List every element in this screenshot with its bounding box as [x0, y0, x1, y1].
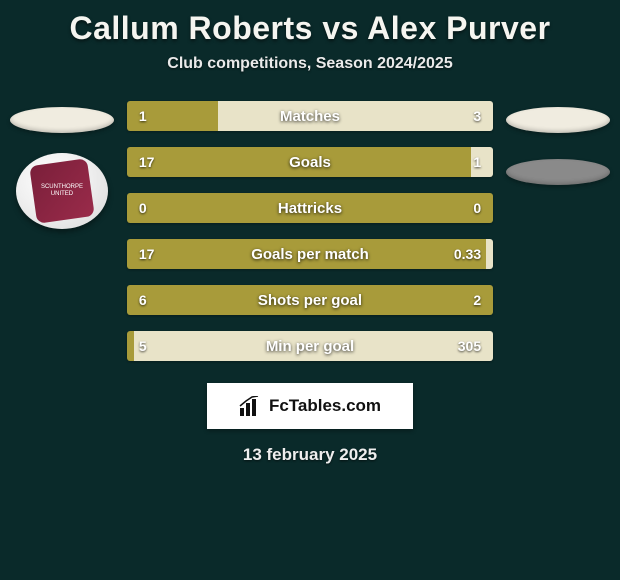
stat-bar-left-segment [127, 331, 134, 361]
comparison-infographic: Callum Roberts vs Alex Purver Club compe… [0, 0, 620, 580]
footer-brand-text: FcTables.com [269, 396, 381, 416]
stat-bar: 17Goals per match0.33 [127, 239, 493, 269]
stat-bar-left-segment [127, 239, 486, 269]
right-player-ellipse-top [506, 107, 610, 133]
footer-brand-logo[interactable]: FcTables.com [207, 383, 413, 429]
date-text: 13 february 2025 [0, 445, 620, 465]
page-title: Callum Roberts vs Alex Purver [0, 10, 620, 47]
club-badge-inner: SCUNTHORPEUNITED [30, 158, 96, 224]
bar-chart-icon [239, 396, 263, 416]
stat-bar-right-segment [471, 147, 493, 177]
stat-bar: 6Shots per goal2 [127, 285, 493, 315]
stat-bar-right-segment [218, 101, 493, 131]
right-player-column [503, 101, 612, 185]
stat-bar: 1Matches3 [127, 101, 493, 131]
stat-bar-left-segment [127, 193, 493, 223]
stat-bar-left-segment [127, 147, 471, 177]
subtitle: Club competitions, Season 2024/2025 [0, 55, 620, 73]
stat-bar: 5Min per goal305 [127, 331, 493, 361]
left-player-column: SCUNTHORPEUNITED [8, 101, 117, 229]
club-badge-text: SCUNTHORPEUNITED [41, 184, 83, 197]
stats-bars: 1Matches3 17Goals1 0Hattricks0 17Goals per … [127, 101, 493, 361]
stat-bar: 17Goals1 [127, 147, 493, 177]
club-badge-icon: SCUNTHORPEUNITED [16, 153, 108, 229]
stat-bar-right-segment [486, 239, 493, 269]
stat-bar-right-segment [134, 331, 493, 361]
stat-bar-left-segment [127, 285, 493, 315]
stat-bar-left-segment [127, 101, 219, 131]
content-row: SCUNTHORPEUNITED 1Matches3 17Goals1 0Hattr… [0, 101, 620, 361]
right-player-ellipse-mid [506, 159, 610, 185]
left-player-ellipse [10, 107, 114, 133]
stat-bar: 0Hattricks0 [127, 193, 493, 223]
